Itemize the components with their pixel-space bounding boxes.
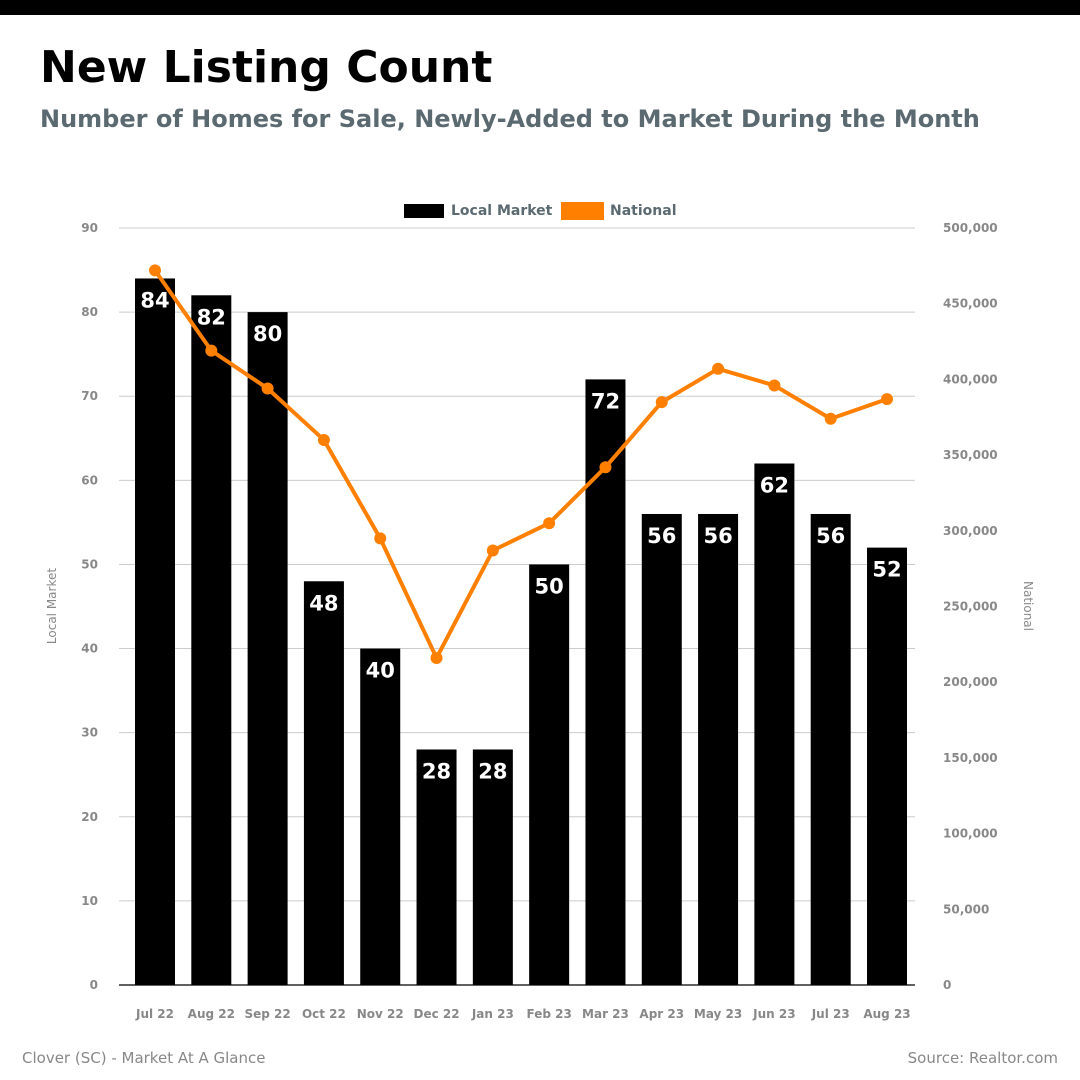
- bar-value-label: 56: [816, 524, 845, 548]
- legend-swatch-national: [561, 202, 604, 220]
- y-tick-label-left: 20: [81, 810, 98, 824]
- x-tick-label: Dec 22: [413, 1007, 459, 1021]
- national-point-jul-22: [149, 264, 161, 277]
- footer-source: Source: Realtor.com: [907, 1049, 1058, 1067]
- national-point-oct-22: [317, 433, 330, 446]
- y-tick-label-left: 60: [81, 473, 98, 487]
- x-tick-label: Oct 22: [302, 1007, 346, 1021]
- legend-label-local-market: Local Market: [451, 203, 553, 219]
- y-tick-label-left: 10: [81, 894, 98, 908]
- top-bar: [0, 0, 1080, 15]
- y-tick-label-right: 200,000: [943, 675, 998, 689]
- bar-apr-23: [641, 513, 682, 985]
- legend-swatch-local-market: [404, 204, 444, 218]
- legend-label-national: National: [610, 203, 677, 219]
- bar-value-label: 80: [253, 322, 282, 346]
- y-tick-label-right: 100,000: [943, 827, 998, 841]
- x-tick-label: Sep 22: [244, 1007, 290, 1021]
- bar-value-label: 28: [478, 759, 507, 783]
- x-tick-label: Apr 23: [639, 1007, 684, 1021]
- x-tick-label: Jan 23: [471, 1007, 514, 1021]
- chart-title: New Listing Count: [40, 42, 493, 93]
- y-tick-label-left: 70: [81, 389, 98, 403]
- bar-jun-23: [754, 463, 795, 985]
- y-tick-label-left: 0: [90, 978, 98, 992]
- bar-may-23: [698, 513, 739, 985]
- national-point-jan-23: [486, 544, 499, 557]
- national-point-aug-22: [205, 344, 218, 357]
- bar-jan-23: [472, 749, 513, 985]
- bar-oct-22: [303, 581, 344, 985]
- y-tick-label-right: 300,000: [943, 524, 998, 538]
- bar-jul-23: [810, 513, 851, 985]
- x-tick-label: Mar 23: [582, 1007, 629, 1021]
- bar-value-label: 72: [591, 389, 620, 413]
- national-point-sep-22: [261, 382, 274, 395]
- bar-jul-22: [135, 278, 175, 985]
- y-tick-label-left: 90: [81, 221, 98, 235]
- legend: Local Market National: [404, 202, 677, 220]
- national-point-dec-22: [430, 651, 443, 664]
- chart-subtitle: Number of Homes for Sale, Newly-Added to…: [40, 105, 980, 133]
- y-tick-label-right: 50,000: [943, 902, 989, 916]
- national-point-jun-23: [768, 379, 781, 392]
- y-axis-title-right: National: [1021, 581, 1035, 631]
- national-point-aug-23: [881, 393, 893, 406]
- bar-dec-22: [416, 749, 457, 985]
- national-point-jul-23: [824, 412, 837, 425]
- y-tick-label-right: 450,000: [943, 297, 998, 311]
- y-tick-label-right: 400,000: [943, 372, 998, 386]
- x-tick-label: May 23: [694, 1007, 742, 1021]
- grid-lines: [119, 227, 915, 902]
- y-tick-label-right: 0: [943, 978, 951, 992]
- x-tick-label: Aug 23: [863, 1007, 910, 1021]
- bar-aug-23: [867, 547, 907, 985]
- y-tick-label-right: 500,000: [943, 221, 998, 235]
- line-national: [149, 264, 893, 664]
- national-point-mar-23: [599, 461, 612, 474]
- bar-value-label: 50: [535, 574, 564, 598]
- x-tick-label: Nov 22: [357, 1007, 404, 1021]
- bar-value-label: 40: [366, 659, 395, 683]
- axes: 0 10 20 30 40 50 60 70 80 90 0 50,000 100,000 150,000…: [45, 221, 1035, 1021]
- footer-market-name: Clover (SC) - Market At A Glance: [22, 1049, 266, 1067]
- national-point-may-23: [712, 362, 725, 375]
- bar-value-label: 52: [872, 558, 901, 582]
- bar-value-label: 48: [309, 591, 338, 615]
- bar-nov-22: [360, 648, 401, 985]
- bar-aug-22: [191, 295, 232, 985]
- bar-value-label: 56: [703, 524, 732, 548]
- y-tick-label-right: 250,000: [943, 600, 998, 614]
- bar-value-label: 82: [197, 305, 226, 329]
- bar-value-label: 28: [422, 759, 451, 783]
- bar-value-label: 56: [647, 524, 676, 548]
- x-tick-label: Feb 23: [526, 1007, 571, 1021]
- x-tick-label: Jun 23: [752, 1007, 795, 1021]
- bar-sep-22: [247, 312, 288, 986]
- y-axis-title-left: Local Market: [45, 568, 59, 644]
- x-tick-label: Jul 23: [811, 1007, 850, 1021]
- y-tick-label-left: 40: [81, 642, 98, 656]
- x-tick-label: Aug 22: [188, 1007, 235, 1021]
- bar-value-label: 62: [760, 474, 789, 498]
- y-tick-label-left: 80: [81, 305, 98, 319]
- x-tick-label: Jul 22: [135, 1007, 174, 1021]
- y-tick-label-right: 350,000: [943, 448, 998, 462]
- bar-feb-23: [529, 564, 570, 985]
- y-tick-label-right: 150,000: [943, 751, 998, 765]
- bars-local-market: 84 82 80 48 40 28 28 50 72 56 56 62 56 52: [135, 278, 907, 986]
- national-point-apr-23: [655, 396, 668, 409]
- bar-value-label: 84: [140, 288, 169, 312]
- national-point-feb-23: [543, 517, 556, 530]
- national-line-path: [153, 269, 888, 660]
- y-tick-label-left: 30: [81, 726, 98, 740]
- national-point-nov-22: [374, 532, 387, 545]
- y-tick-label-left: 50: [81, 557, 98, 571]
